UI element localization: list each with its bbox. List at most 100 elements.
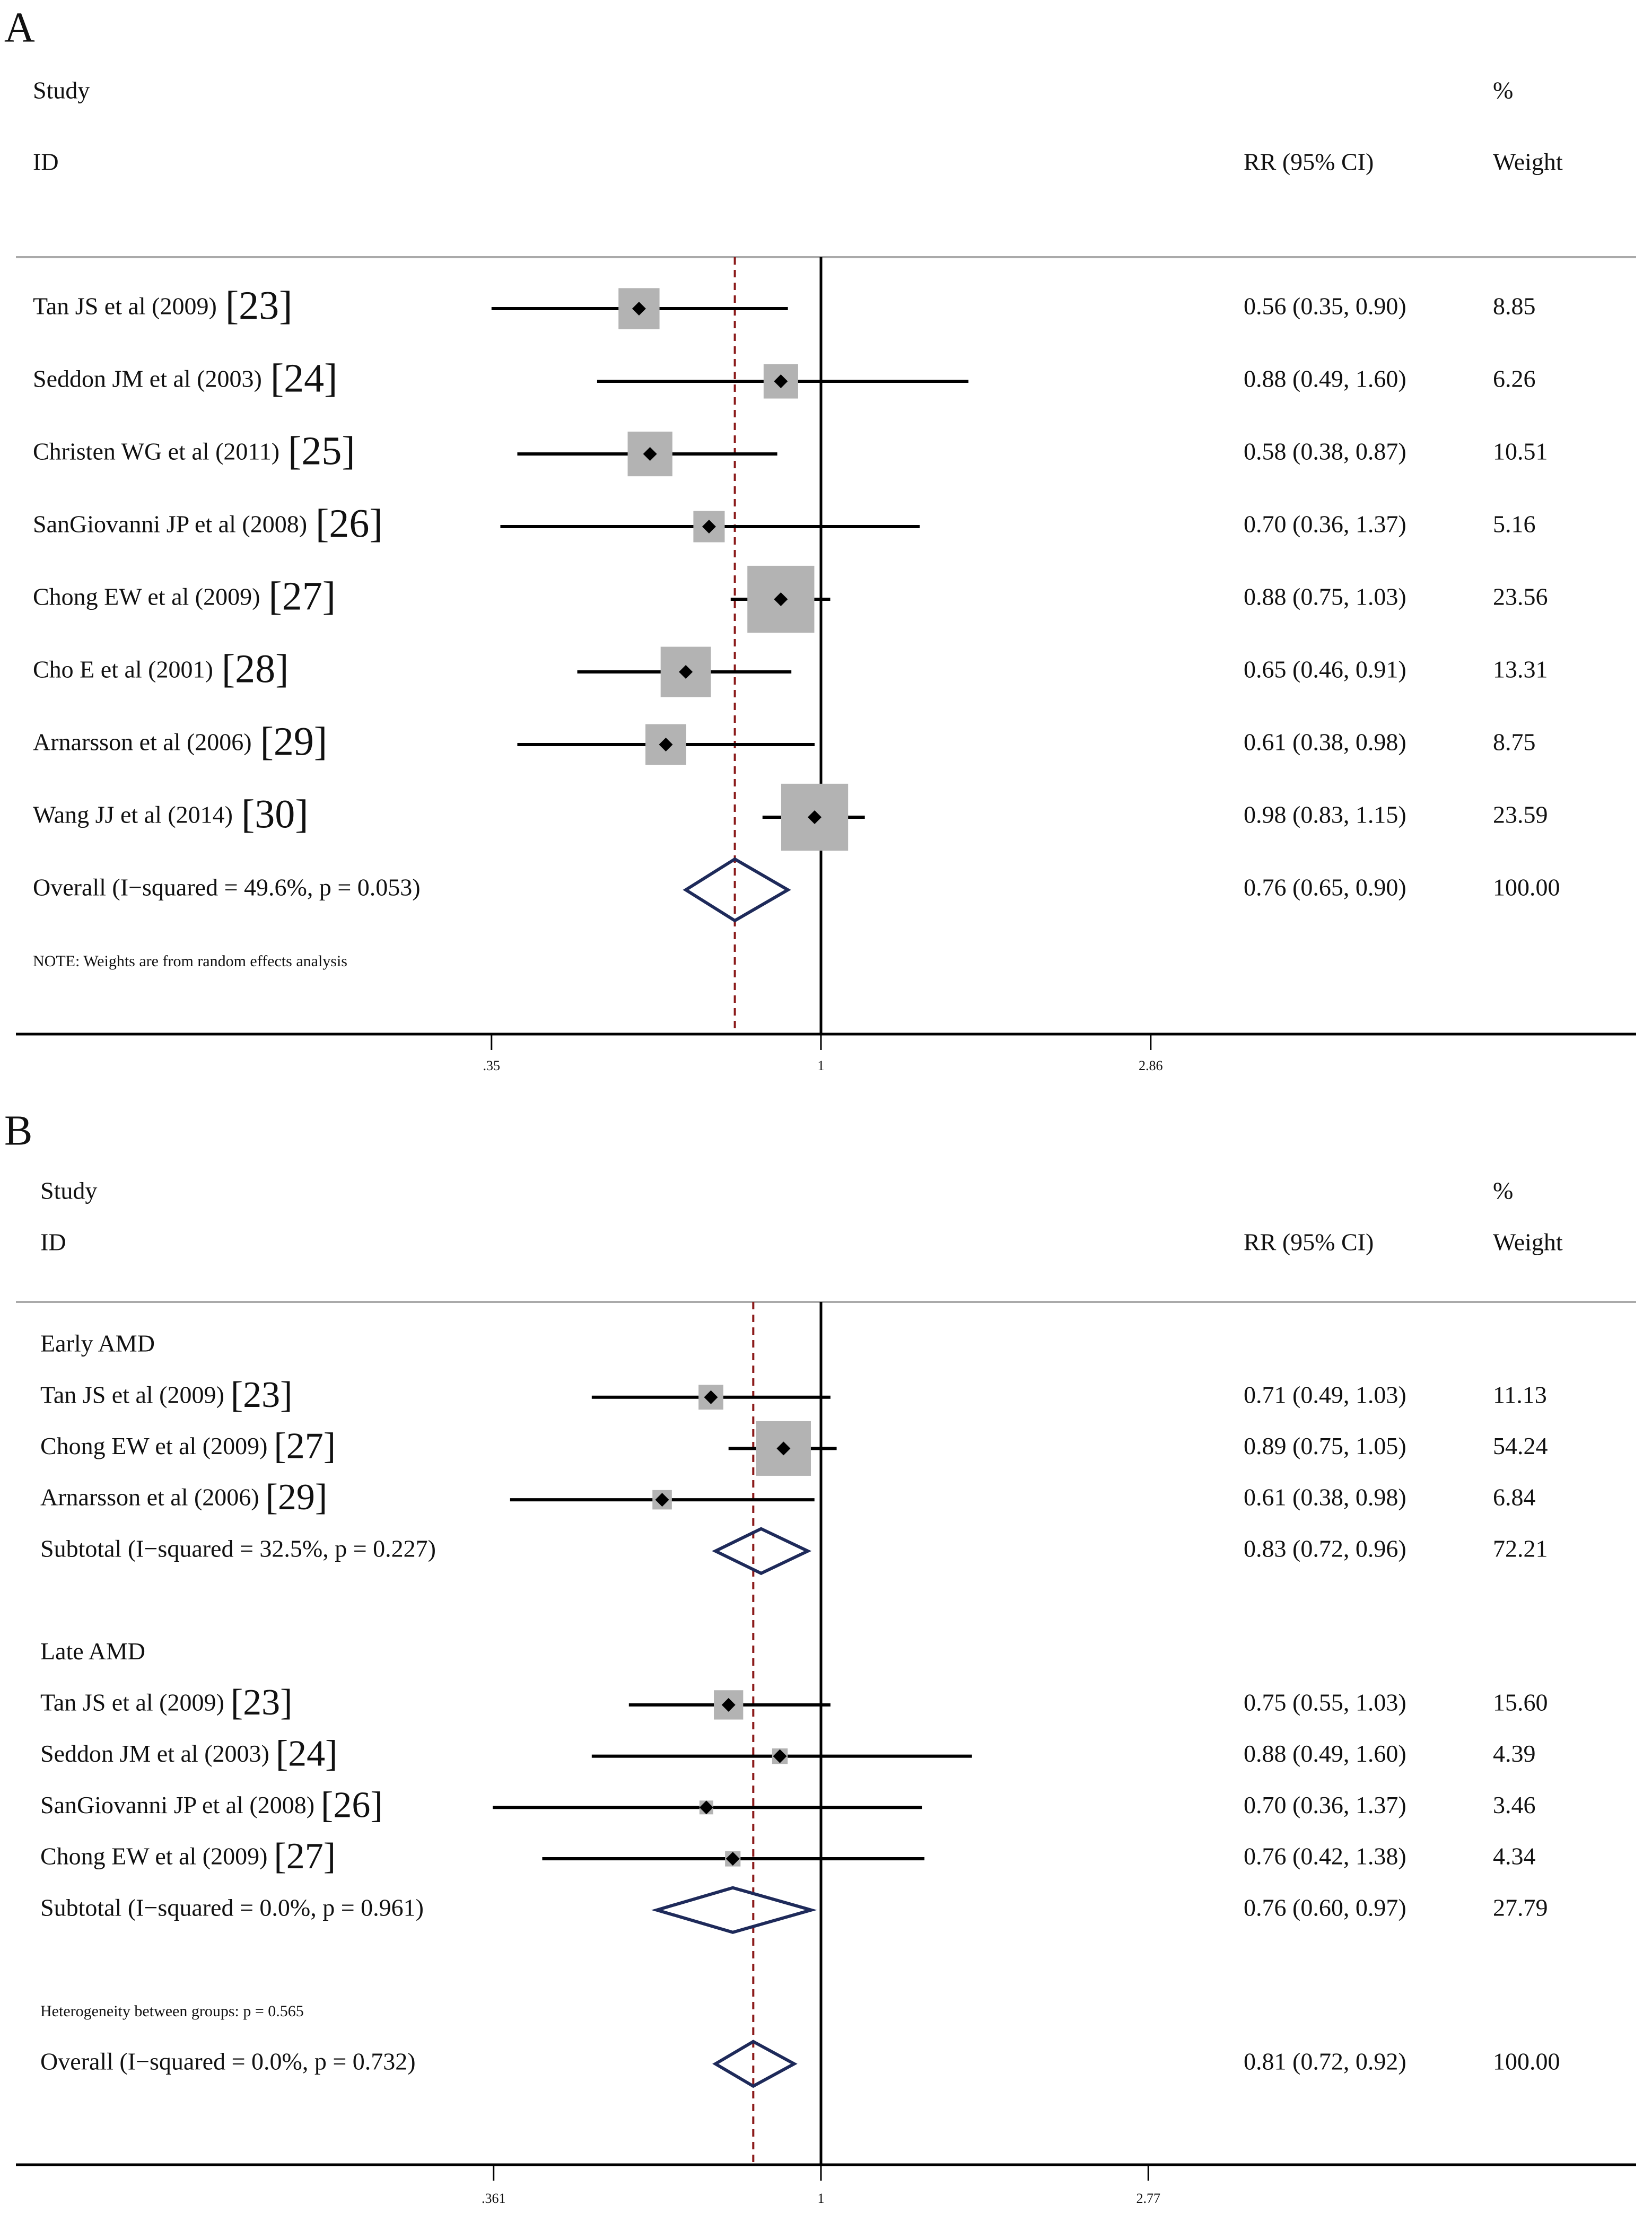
point-estimate-marker xyxy=(721,1698,736,1712)
point-estimate-marker xyxy=(726,1852,740,1866)
header-id: ID xyxy=(40,1229,66,1256)
weight-value: 3.46 xyxy=(1493,1791,1536,1818)
weight-value: 100.00 xyxy=(1493,2048,1560,2075)
header-rr-ci: RR (95% CI) xyxy=(1244,148,1374,176)
rr-ci-value: 0.88 (0.49, 1.60) xyxy=(1244,1740,1406,1767)
study-name: Arnarsson et al (2006) xyxy=(33,729,252,756)
study-reference: [25] xyxy=(288,428,355,473)
overall-label: Overall (I−squared = 0.0%, p = 0.732) xyxy=(40,2048,416,2075)
subtotal-label: Subtotal (I−squared = 0.0%, p = 0.961) xyxy=(40,1894,424,1921)
subtotal-label: Subtotal (I−squared = 32.5%, p = 0.227) xyxy=(40,1535,436,1562)
weight-value: 23.56 xyxy=(1493,583,1548,610)
rr-ci-value: 0.65 (0.46, 0.91) xyxy=(1244,656,1406,683)
rr-ci-value: 0.98 (0.83, 1.15) xyxy=(1244,801,1406,828)
point-estimate-marker xyxy=(774,592,788,606)
study-name: Christen WG et al (2011) xyxy=(33,438,279,465)
rr-ci-value: 0.76 (0.42, 1.38) xyxy=(1244,1843,1406,1870)
x-tick-label: 1 xyxy=(818,2191,825,2206)
header-percent: % xyxy=(1493,1177,1513,1204)
study-name: Tan JS et al (2009) xyxy=(40,1689,224,1716)
study-reference: [28] xyxy=(222,646,289,691)
weight-value: 13.31 xyxy=(1493,656,1548,683)
x-tick-label: 2.77 xyxy=(1137,2191,1161,2206)
weight-value: 72.21 xyxy=(1493,1535,1548,1562)
rr-ci-value: 0.81 (0.72, 0.92) xyxy=(1244,2048,1406,2075)
forest-panel-a: A Study ID RR (95% CI)% Weight .35 1 2.86 Tan JS… xyxy=(4,4,1636,1073)
x-tick-label: .361 xyxy=(482,2191,506,2206)
point-estimate-marker xyxy=(659,738,673,751)
study-name: Arnarsson et al (2006) xyxy=(40,1484,259,1511)
weight-value: 5.16 xyxy=(1493,511,1536,538)
x-tick-label: 2.86 xyxy=(1139,1058,1163,1073)
overall-label: Overall (I−squared = 49.6%, p = 0.053) xyxy=(33,874,421,901)
study-reference: [24] xyxy=(270,356,338,400)
study-name: Chong EW et al (2009) xyxy=(40,1843,267,1870)
study-reference: [26] xyxy=(321,1784,383,1825)
weight-value: 8.85 xyxy=(1493,293,1536,320)
weight-value: 15.60 xyxy=(1493,1689,1548,1716)
study-reference: [23] xyxy=(225,283,293,328)
study-reference: [29] xyxy=(266,1477,328,1518)
weight-value: 4.39 xyxy=(1493,1740,1536,1767)
rr-ci-value: 0.58 (0.38, 0.87) xyxy=(1244,438,1406,465)
point-estimate-marker xyxy=(655,1493,669,1507)
x-tick-label: 1 xyxy=(818,1058,825,1073)
rr-ci-value: 0.75 (0.55, 1.03) xyxy=(1244,1689,1406,1716)
point-estimate-marker xyxy=(808,810,822,824)
panel-label: B xyxy=(4,1107,32,1154)
rr-ci-value: 0.61 (0.38, 0.98) xyxy=(1244,729,1406,756)
point-estimate-marker xyxy=(643,447,657,461)
point-estimate-marker xyxy=(699,1800,713,1815)
rr-ci-value: 0.56 (0.35, 0.90) xyxy=(1244,293,1406,320)
study-name: Chong EW et al (2009) xyxy=(40,1432,267,1459)
study-reference: [29] xyxy=(260,719,328,764)
header-percent: % xyxy=(1493,77,1513,104)
study-reference: [27] xyxy=(274,1836,336,1877)
weight-value: 100.00 xyxy=(1493,874,1560,901)
study-name: Seddon JM et al (2003) xyxy=(33,365,262,392)
point-estimate-marker xyxy=(702,520,716,533)
rr-ci-value: 0.70 (0.36, 1.37) xyxy=(1244,1791,1406,1818)
study-name: SanGiovanni JP et al (2008) xyxy=(33,511,307,538)
weight-value: 23.59 xyxy=(1493,801,1548,828)
weight-value: 6.84 xyxy=(1493,1484,1536,1511)
point-estimate-marker xyxy=(774,374,788,388)
weight-value: 10.51 xyxy=(1493,438,1548,465)
rr-ci-value: 0.88 (0.49, 1.60) xyxy=(1244,365,1406,392)
note-text: Heterogeneity between groups: p = 0.565 xyxy=(40,2002,304,2020)
forest-panel-b: B Study ID RR (95% CI)% Weight .361 1 2.77 Early… xyxy=(4,1107,1636,2206)
overall-diamond xyxy=(712,2040,798,2088)
study-name: Wang JJ et al (2014) xyxy=(33,801,233,828)
rr-ci-value: 0.70 (0.36, 1.37) xyxy=(1244,511,1406,538)
study-reference: [24] xyxy=(276,1734,338,1774)
weight-value: 27.79 xyxy=(1493,1894,1548,1921)
subgroup-label: Late AMD xyxy=(40,1638,145,1665)
rr-ci-value: 0.89 (0.75, 1.05) xyxy=(1244,1432,1406,1459)
point-estimate-marker xyxy=(632,302,646,316)
rr-ci-value: 0.88 (0.75, 1.03) xyxy=(1244,583,1406,610)
rr-ci-value: 0.76 (0.60, 0.97) xyxy=(1244,1894,1406,1921)
study-reference: [27] xyxy=(268,574,336,618)
note-text: NOTE: Weights are from random effects an… xyxy=(33,952,347,970)
weight-value: 54.24 xyxy=(1493,1432,1548,1459)
rr-ci-value: 0.83 (0.72, 0.96) xyxy=(1244,1535,1406,1562)
point-estimate-marker xyxy=(776,1441,791,1456)
study-name: Cho E et al (2001) xyxy=(33,656,213,683)
weight-value: 6.26 xyxy=(1493,365,1536,392)
header-weight: Weight xyxy=(1493,1229,1563,1256)
subtotal-diamond xyxy=(651,1886,817,1934)
study-name: SanGiovanni JP et al (2008) xyxy=(40,1791,314,1818)
weight-value: 8.75 xyxy=(1493,729,1536,756)
header-rr-ci: RR (95% CI) xyxy=(1244,1229,1374,1256)
point-estimate-marker xyxy=(773,1749,787,1763)
study-reference: [26] xyxy=(316,501,383,546)
weight-value: 11.13 xyxy=(1493,1381,1547,1408)
study-name: Tan JS et al (2009) xyxy=(33,293,217,320)
x-tick-label: .35 xyxy=(483,1058,501,1073)
overall-diamond xyxy=(683,857,791,923)
header-study: Study xyxy=(40,1177,97,1204)
header-id: ID xyxy=(33,148,59,176)
subtotal-diamond xyxy=(712,1527,812,1576)
header-study: Study xyxy=(33,77,90,104)
